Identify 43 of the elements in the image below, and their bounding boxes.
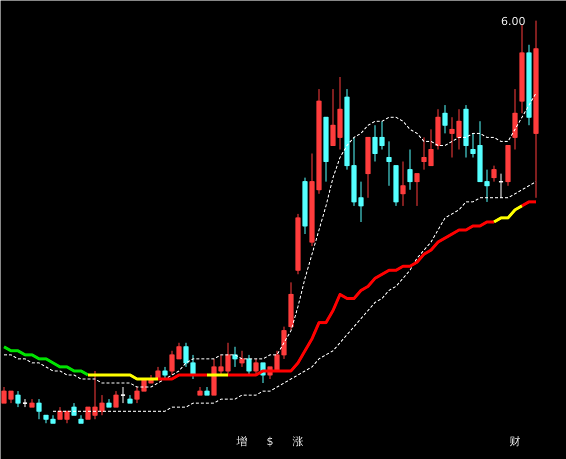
- candlestick: [372, 124, 378, 162]
- candlestick: [246, 354, 252, 376]
- candlestick: [162, 366, 168, 380]
- candlestick: [330, 88, 336, 146]
- text: 涨: [292, 434, 304, 448]
- text: 增: [236, 434, 248, 448]
- candlestick: [414, 173, 420, 206]
- candlestick: [470, 132, 476, 158]
- candlestick: [169, 350, 175, 376]
- candlestick: [407, 148, 413, 190]
- candlestick: [421, 136, 427, 170]
- candlestick: [15, 390, 21, 408]
- candlestick: [449, 116, 455, 158]
- candlestick: [428, 128, 434, 166]
- text: $: [266, 434, 274, 448]
- candlestick: [386, 140, 392, 186]
- candlestick: [113, 390, 119, 408]
- candlestick: [176, 342, 182, 360]
- candlestick: [183, 342, 189, 368]
- text: 财: [510, 434, 520, 448]
- candlestick: [8, 390, 14, 404]
- candlestick: [134, 386, 140, 404]
- candlestick: [71, 402, 77, 416]
- candlestick: [92, 370, 98, 420]
- candlestick: [484, 169, 490, 202]
- candlestick: [218, 354, 224, 376]
- candlestick: [400, 161, 406, 206]
- candlestick: [120, 386, 126, 404]
- candlestick: [57, 406, 63, 420]
- candlestick: [36, 398, 42, 420]
- candlestick: [64, 410, 70, 424]
- candlestick: [253, 358, 259, 376]
- candlestick: [99, 394, 105, 416]
- candlestick: [358, 181, 364, 222]
- candlestick: [1, 386, 7, 404]
- candlestick: [491, 165, 497, 182]
- candlestick: [379, 120, 385, 150]
- candlestick: [456, 108, 462, 150]
- candlestick: [442, 104, 448, 134]
- candlestick: [85, 406, 91, 420]
- annotation: 6.00: [501, 15, 526, 28]
- candlestick: [225, 342, 231, 376]
- candlestick: [239, 350, 245, 368]
